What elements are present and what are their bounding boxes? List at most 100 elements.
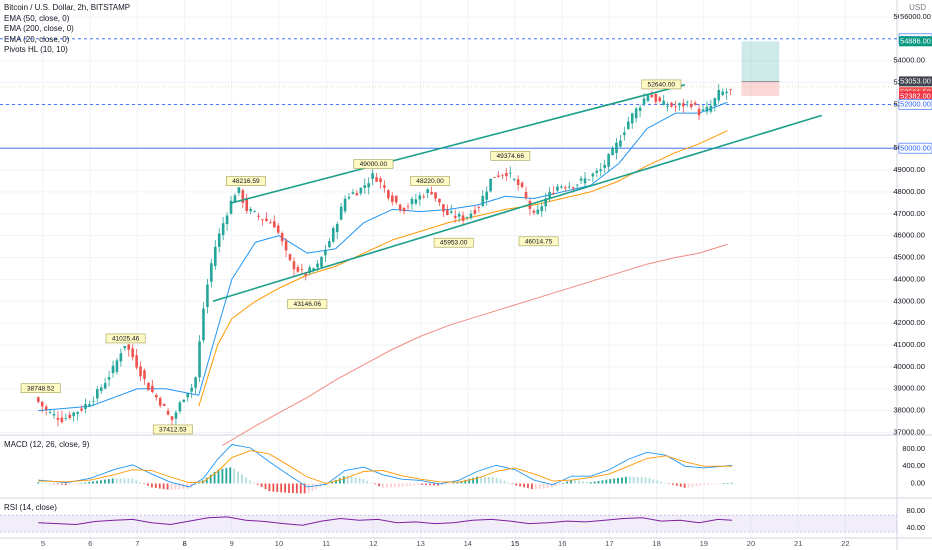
macd-histogram-bar [413,483,416,486]
candle-body [485,191,488,200]
rsi-pane-label[interactable]: RSI (14, close) [4,503,57,512]
time-tick-label: 22 [841,539,849,548]
candle-body [143,370,146,379]
macd-histogram-bar [668,483,670,485]
macd-histogram-bar [154,483,157,488]
macd-histogram-bar [632,476,635,484]
candle-body [225,215,229,224]
time-tick-label: 12 [369,539,377,548]
candle-body [186,393,190,398]
macd-histogram-bar [389,483,392,488]
price-tick-label: 44000.00 [893,274,925,283]
candle-body [269,222,272,224]
indicator-ema20-label[interactable]: EMA (20, close, 0) [4,34,70,44]
time-tick-label: 18 [652,539,660,548]
candle-body [80,408,83,411]
macd-histogram-bar [554,483,557,487]
pivot-label: 41025.46 [112,335,140,342]
macd-histogram-bar [570,479,572,484]
grid [0,0,897,538]
ema200-line [222,243,728,447]
candle-body [524,192,528,198]
candle-body [685,101,689,103]
macd-histogram-bar [339,478,341,484]
indicator-pivots-label[interactable]: Pivots HL (10, 10) [4,45,68,55]
macd-histogram-bar [699,483,702,486]
candle-body [95,389,99,399]
macd-histogram-bar [433,483,435,486]
macd-histogram-bar [307,483,310,493]
pivot-label: 49000.00 [360,161,388,168]
macd-histogram-bar [288,483,290,494]
macd-histogram-bar [147,483,149,486]
pivot-label-box [353,159,394,169]
price-tag-label: 54886.00 [900,37,931,46]
macd-histogram-bar [72,483,75,485]
macd-histogram-bar [100,480,102,484]
candle-body [371,173,374,179]
indicator-ema200-label[interactable]: EMA (200, close, 0) [4,24,74,34]
candle-body [713,98,717,107]
time-tick-label: 14 [464,539,472,548]
macd-histogram-bar [487,477,490,484]
macd-histogram-bar [574,480,576,484]
candle-body [265,218,268,222]
macd-histogram-bar [103,479,106,484]
candle-body [170,416,174,421]
candle-body [162,404,166,407]
macd-histogram-bar [245,477,247,484]
macd-histogram-bar [726,483,729,484]
candle-body [536,209,540,214]
candle-body [64,418,68,420]
candle-body [626,121,630,130]
macd-histogram-bar [84,482,87,484]
macd-histogram-bar [370,482,373,484]
candle-body [111,365,115,374]
macd-pane-label[interactable]: MACD (12, 26, close, 9) [4,440,90,449]
macd-histogram-bar [652,479,655,484]
candle-body [607,153,610,167]
macd-histogram-bar [64,483,67,486]
candle-body [123,346,127,349]
macd-histogram-bar [56,483,59,485]
price-tick-label: 45000.00 [893,253,925,262]
candle-body [363,185,367,188]
candle-body [249,209,252,212]
macd-histogram-bar [542,483,545,489]
candle-body [595,170,599,173]
candle-body [158,398,162,406]
macd-histogram-bar [327,483,330,485]
candle-body [178,402,182,412]
macd-histogram-bar [711,483,714,485]
price-tick-label: 47000.00 [893,209,925,218]
indicator-ema50-label[interactable]: EMA (50, close, 0) [4,13,70,23]
time-tick-label: 20 [747,539,755,548]
macd-histogram-bar [464,479,467,484]
price-tag-box [899,76,932,87]
price-tag-box [898,99,932,110]
macd-histogram-bar [382,483,384,488]
candle-body [489,178,492,192]
candle-body [705,106,709,112]
macd-histogram-bar [213,471,216,484]
candle-body [717,89,721,101]
candle-body [611,147,614,156]
candle-body [508,172,512,174]
candle-body [697,108,701,116]
macd-histogram-bar [601,480,604,484]
macd-histogram-bar [358,478,361,484]
candle-body [394,195,398,203]
candle-body [599,169,603,172]
price-tick-label: 48000.00 [893,187,925,196]
candle-body [650,94,654,98]
pivot-label-box [518,236,559,247]
candle-body [379,178,382,183]
macd-histogram-bar [131,478,134,484]
price-tick-label: 42000.00 [893,318,925,327]
macd-histogram-bar [691,483,694,487]
candle-body [288,254,292,261]
macd-histogram-bar [295,483,298,494]
macd-histogram-bar [480,476,482,484]
candle-body [603,164,606,168]
